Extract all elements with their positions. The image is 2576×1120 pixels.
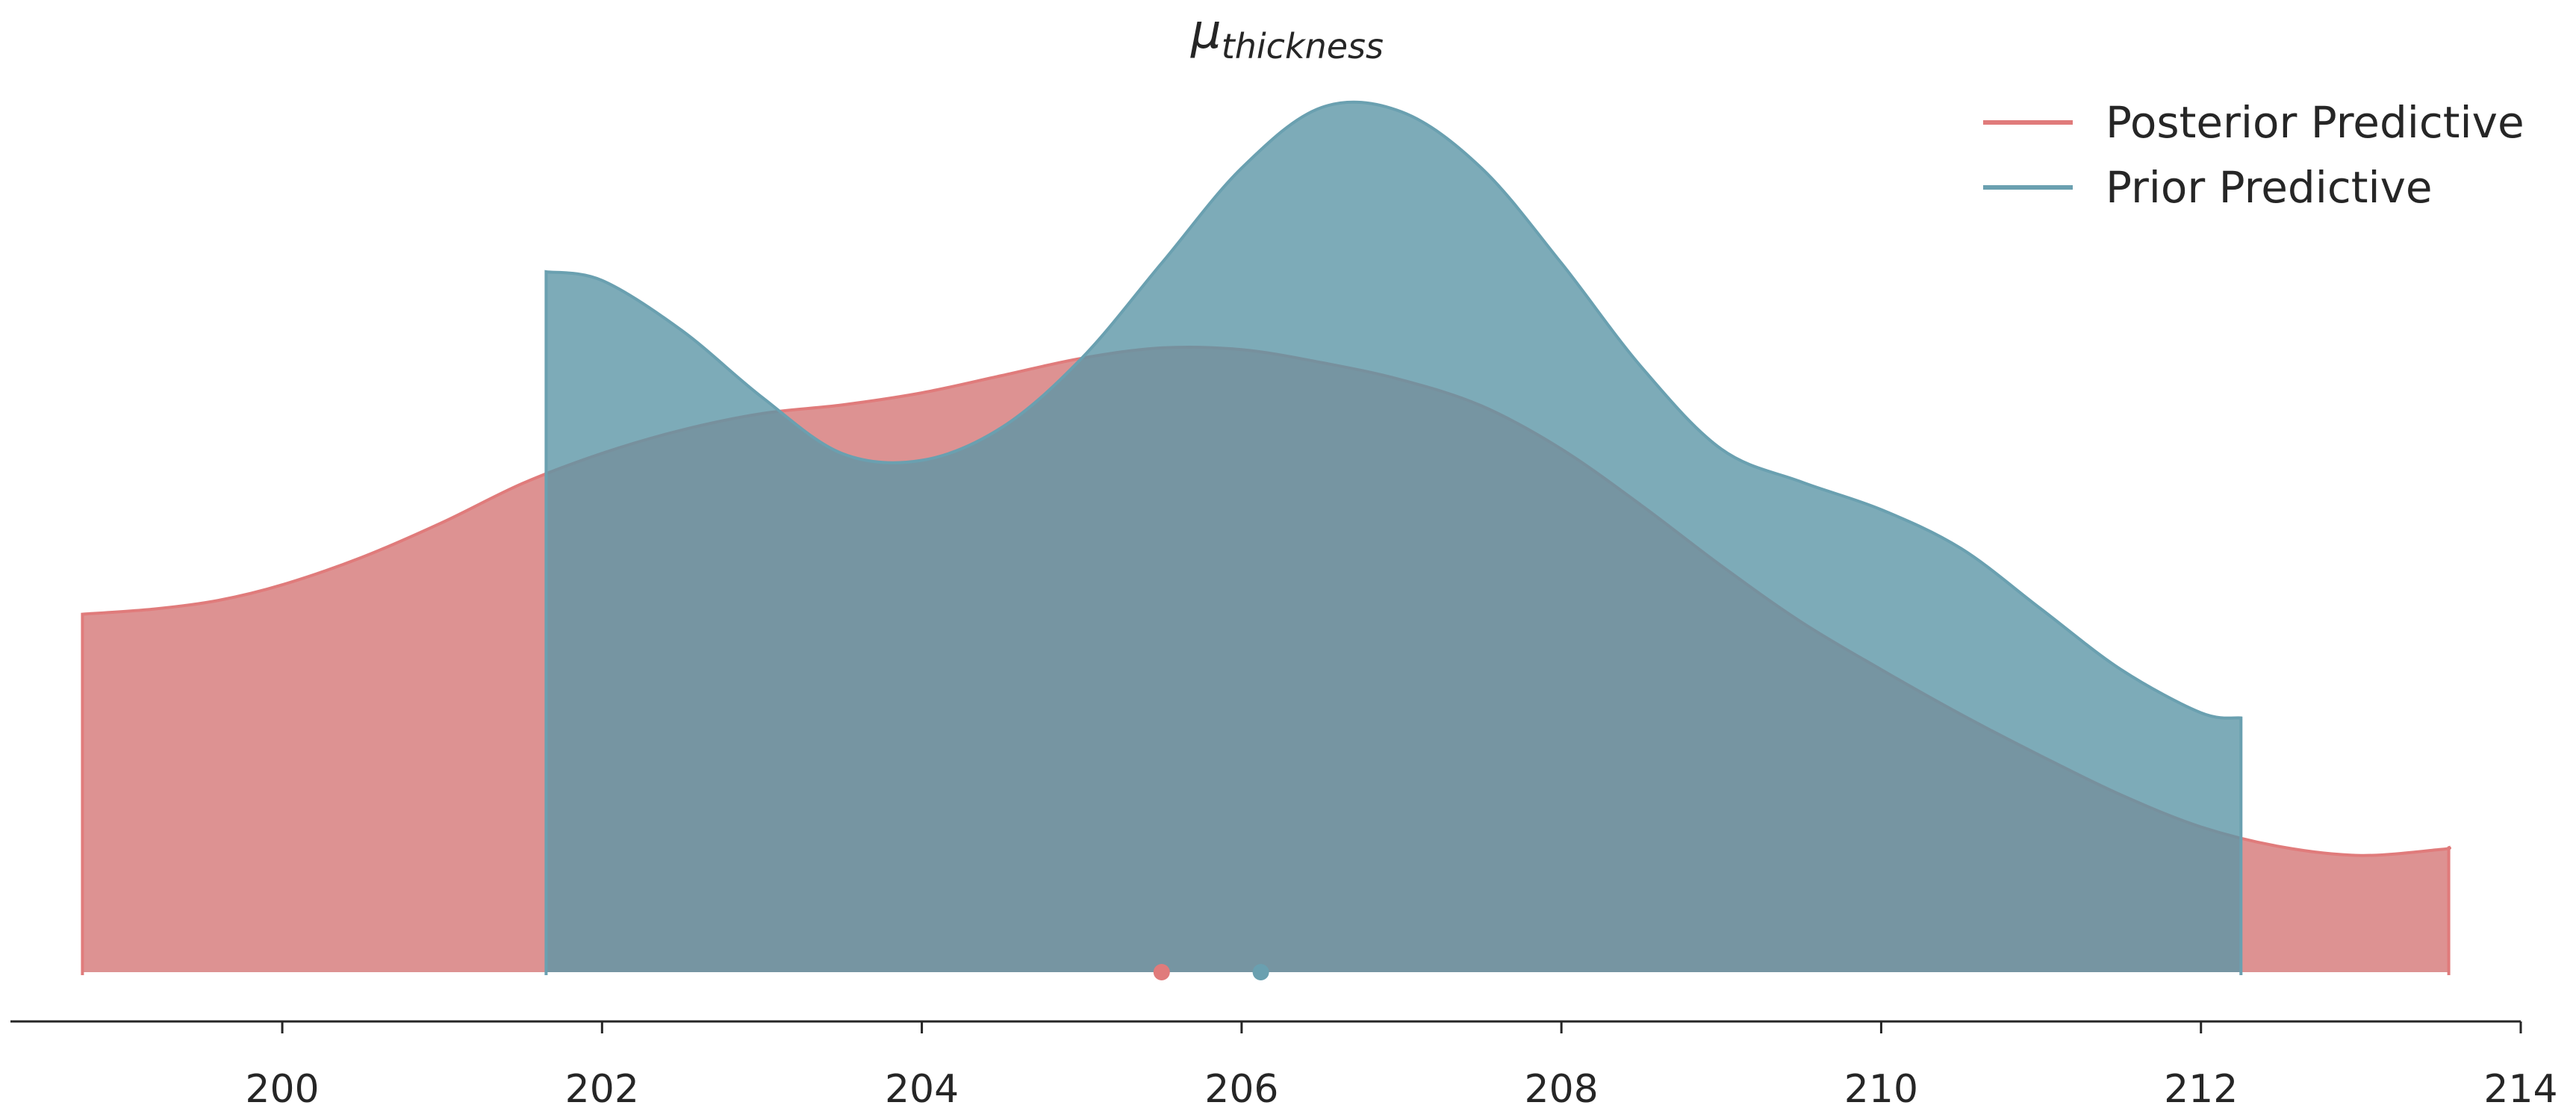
title-symbol: μ [1190, 4, 1222, 60]
point-estimate-posterior-predictive [1153, 964, 1170, 980]
x-tick-label: 208 [1525, 1067, 1599, 1112]
legend-item-posterior: Posterior Predictive [1983, 97, 2524, 148]
title-subscript: thickness [1222, 26, 1384, 66]
x-axis-ticks: 200 202 204 206 208 210 212 214 [245, 1021, 2558, 1112]
point-estimates [1153, 964, 1269, 980]
x-tick-label: 210 [1844, 1067, 1918, 1112]
x-tick-label: 206 [1204, 1067, 1278, 1112]
density-line-prior-predictive [544, 100, 2243, 975]
x-tick-label: 204 [885, 1067, 959, 1112]
legend-item-prior: Prior Predictive [1983, 162, 2433, 213]
point-estimate-prior-predictive [1252, 964, 1269, 980]
legend-label-posterior: Posterior Predictive [2106, 97, 2524, 148]
chart-title: μthickness [1190, 4, 1384, 66]
legend: Posterior Predictive Prior Predictive [1983, 97, 2524, 213]
x-tick-label: 200 [245, 1067, 319, 1112]
x-tick-label: 214 [2483, 1067, 2557, 1112]
density-areas [81, 100, 2451, 975]
x-tick-label: 202 [565, 1067, 639, 1112]
legend-label-prior: Prior Predictive [2106, 162, 2433, 213]
x-tick-label: 212 [2164, 1067, 2238, 1112]
density-area-prior-predictive [546, 102, 2241, 972]
